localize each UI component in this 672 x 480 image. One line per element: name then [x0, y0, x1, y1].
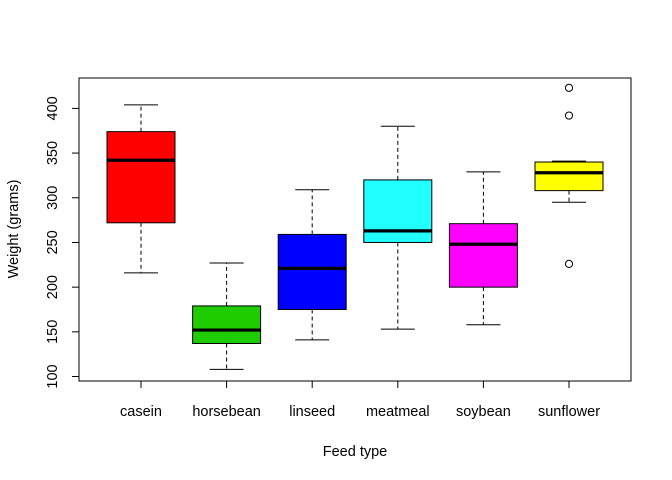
iqr-box [277, 233, 347, 310]
y-tick-label: 150 [45, 320, 61, 344]
box-sunflower [534, 83, 604, 269]
x-axis-label: Feed type [323, 444, 388, 460]
iqr-box [534, 161, 604, 192]
box-linseed [277, 189, 347, 341]
y-tick-label: 400 [45, 96, 61, 120]
iqr-box [106, 131, 176, 224]
y-tick-label: 200 [45, 275, 61, 299]
x-tick-label: horsebean [192, 404, 261, 420]
x-axis: casein horsebean linseed meatmeal soybean sun… [120, 380, 600, 420]
box-horsebean [192, 262, 262, 370]
iqr-box [192, 305, 262, 344]
x-tick-label: sunflower [538, 404, 600, 420]
y-axis-label: Weight (grams) [6, 180, 22, 279]
iqr-box [363, 179, 433, 243]
iqr-box [448, 223, 518, 288]
box-meatmeal [363, 125, 433, 330]
boxes-group [106, 83, 604, 370]
x-tick-label: soybean [456, 404, 511, 420]
outlier-point [564, 111, 574, 120]
y-tick-label: 300 [45, 186, 61, 210]
plot-frame [78, 77, 632, 382]
x-tick-label: linseed [289, 404, 335, 420]
outlier-point [564, 259, 574, 269]
y-tick-label: 350 [45, 141, 61, 165]
box-soybean [448, 171, 518, 326]
y-tick-label: 250 [45, 230, 61, 254]
outlier-point [564, 83, 574, 92]
x-tick-label: casein [120, 404, 162, 420]
box-casein [106, 104, 176, 274]
x-tick-label: meatmeal [366, 404, 430, 420]
y-axis: 100 150 200 250 300 350 400 [45, 96, 80, 389]
y-tick-label: 100 [45, 364, 61, 388]
